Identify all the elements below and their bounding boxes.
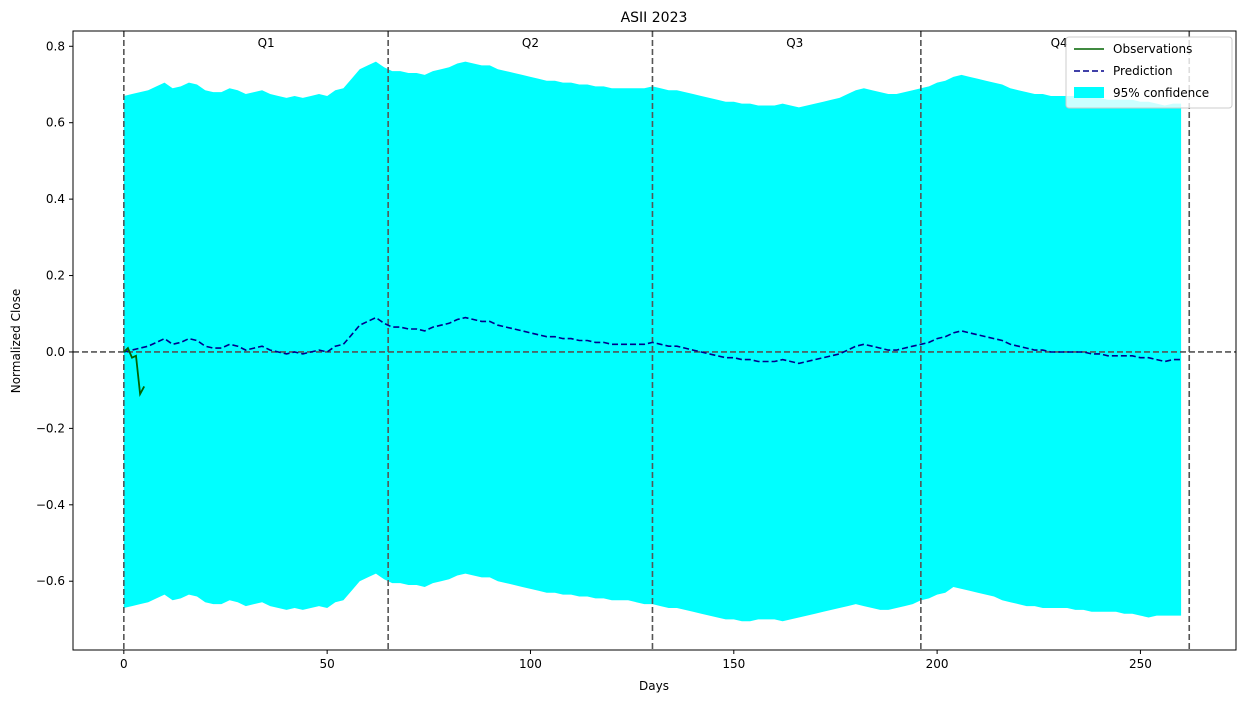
quarter-label: Q4: [1051, 36, 1068, 50]
y-tick-label: −0.2: [36, 421, 65, 435]
y-tick-label: 0.6: [46, 116, 65, 130]
legend-observations-label: Observations: [1113, 42, 1192, 56]
y-tick-label: 0.8: [46, 39, 65, 53]
prediction-line: [123, 316, 1182, 365]
legend-confidence-swatch: [1074, 87, 1104, 98]
y-tick-label: 0.2: [46, 269, 65, 283]
quarter-label: Q1: [258, 36, 275, 50]
x-tick-label: 250: [1129, 657, 1152, 671]
chart-title: ASII 2023: [621, 10, 688, 26]
legend-box: [1065, 36, 1233, 109]
y-tick-label: 0.4: [46, 192, 65, 206]
legend-confidence-label: 95% confidence: [1113, 86, 1209, 100]
x-axis-label: Days: [639, 679, 669, 693]
y-tick-label: −0.6: [36, 574, 65, 588]
quarter-label: Q2: [522, 36, 539, 50]
x-tick-label: 150: [722, 657, 745, 671]
y-tick-label: −0.4: [36, 498, 65, 512]
legend-prediction-label: Prediction: [1113, 64, 1173, 78]
x-tick-label: 200: [926, 657, 949, 671]
axes-frame: [72, 30, 1237, 651]
x-tick-label: 0: [120, 657, 128, 671]
legend: Observations Prediction 95% confidence: [1065, 36, 1233, 109]
plot-area: Q1 Q2 Q3 Q4 0 50 100 150 200 250 −0.6 −0.4 −0.2 0.0 0.…: [36, 30, 1237, 671]
observations-line: [123, 346, 145, 397]
x-tick-label: 100: [519, 657, 542, 671]
y-tick-label: 0.0: [46, 345, 65, 359]
y-axis-label: Normalized Close: [9, 289, 23, 394]
quarter-label: Q3: [786, 36, 803, 50]
x-tick-label: 50: [320, 657, 335, 671]
